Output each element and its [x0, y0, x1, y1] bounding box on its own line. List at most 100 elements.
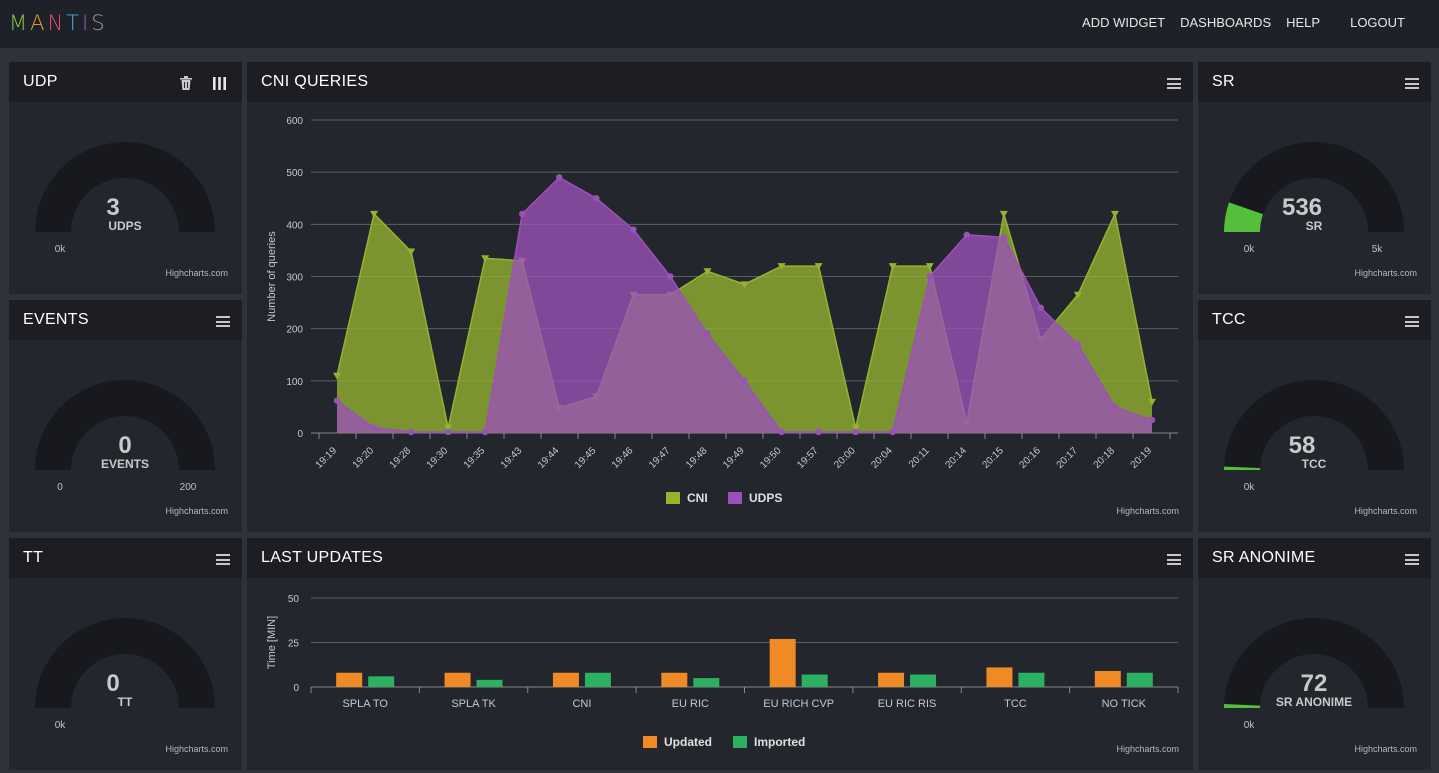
- data-point: [1037, 304, 1045, 311]
- highcharts-credit[interactable]: Highcharts.com: [165, 268, 228, 278]
- top-bar: MANTIS ADD WIDGET DASHBOARDS HELP LOGOUT: [0, 0, 1439, 48]
- highcharts-credit[interactable]: Highcharts.com: [1354, 268, 1417, 278]
- gauge-value: 0: [106, 670, 119, 697]
- x-tick-label: SPLA TO: [342, 698, 388, 710]
- highcharts-credit[interactable]: Highcharts.com: [165, 744, 228, 754]
- add-widget-link[interactable]: ADD WIDGET: [1082, 15, 1166, 30]
- x-tick-label: 20:04: [869, 445, 895, 471]
- tt-gauge: 0TT 0k: [35, 618, 215, 731]
- y-tick-label: 0: [297, 429, 303, 440]
- x-tick-label: 20:18: [1092, 445, 1118, 471]
- gauge-label: TCC: [1302, 457, 1327, 471]
- data-point: [1110, 210, 1119, 218]
- x-tick-label: 19:43: [499, 445, 525, 471]
- columns-icon[interactable]: [213, 77, 226, 90]
- x-tick-label: 20:14: [943, 445, 969, 471]
- logo-letter: A: [30, 11, 48, 35]
- widget-title: CNI QUERIES: [261, 73, 369, 90]
- data-point: [481, 428, 489, 436]
- y-tick-label: 50: [288, 594, 300, 605]
- legend-item: UDPS: [749, 491, 782, 505]
- data-point: [925, 263, 934, 271]
- data-point: [852, 428, 859, 436]
- x-tick-label: 19:20: [351, 445, 377, 471]
- x-tick-label: SPLA TK: [451, 698, 496, 710]
- x-tick-label: 19:30: [425, 445, 451, 471]
- gauge-value: 536: [1282, 194, 1322, 221]
- trash-icon[interactable]: [180, 76, 192, 90]
- highcharts-credit[interactable]: Highcharts.com: [1354, 744, 1417, 754]
- area-udps: [337, 177, 1152, 433]
- widget-sr: SR 536 SR 0k 5k Highcharts.com: [1198, 62, 1431, 294]
- highcharts-credit[interactable]: Highcharts.com: [165, 506, 228, 516]
- widget-title: TT: [23, 549, 44, 566]
- data-point: [481, 255, 490, 263]
- highcharts-credit[interactable]: Highcharts.com: [1116, 744, 1179, 754]
- x-tick-label: 20:15: [980, 445, 1006, 471]
- bar-imported: [693, 678, 720, 687]
- x-tick-label: NO TICK: [1102, 698, 1147, 710]
- menu-icon[interactable]: [1405, 316, 1419, 327]
- data-point: [444, 428, 452, 436]
- bar-imported: [368, 676, 395, 687]
- legend-item: CNI: [687, 491, 708, 505]
- data-point: [333, 397, 341, 404]
- legend-swatch: [666, 492, 680, 504]
- data-point: [888, 263, 897, 271]
- gauge-min-label: 0k: [1244, 482, 1256, 493]
- menu-icon[interactable]: [1405, 78, 1419, 89]
- highcharts-credit[interactable]: Highcharts.com: [1354, 506, 1417, 516]
- x-tick-label: 19:46: [610, 445, 636, 471]
- highcharts-credit[interactable]: Highcharts.com: [1116, 506, 1179, 516]
- widget-header: CNI QUERIES: [247, 62, 1193, 102]
- mantis-logo[interactable]: MANTIS: [9, 11, 108, 35]
- logout-link[interactable]: LOGOUT: [1350, 15, 1405, 30]
- bar-updated: [444, 672, 471, 687]
- widget-title: TCC: [1212, 311, 1246, 328]
- widget-title: SR: [1212, 73, 1235, 90]
- gauge-max-label: 5k: [1372, 244, 1384, 255]
- widget-header: TT: [9, 538, 242, 578]
- x-tick-label: 20:17: [1055, 445, 1081, 471]
- widget-header: SR: [1198, 62, 1431, 102]
- gauge-track: [35, 142, 215, 232]
- widget-tcc: TCC 58 TCC 0k Highcharts.com: [1198, 300, 1431, 532]
- gauge-min-label: 0k: [1244, 244, 1256, 255]
- gauge-value: 58: [1289, 432, 1316, 459]
- bar-imported: [801, 674, 828, 687]
- widget-last-updates: LAST UPDATES 0 25 50 Time [MIN] SPLA TO SPLA …: [247, 538, 1193, 770]
- logo-letter: S: [91, 11, 108, 35]
- data-point: [851, 424, 860, 432]
- gauge-value: 72: [1301, 670, 1328, 697]
- widget-title: LAST UPDATES: [261, 549, 384, 566]
- data-point: [667, 273, 674, 280]
- menu-icon[interactable]: [216, 554, 230, 565]
- data-point: [556, 174, 563, 181]
- data-point: [741, 377, 748, 385]
- menu-icon[interactable]: [216, 316, 230, 327]
- data-point: [963, 231, 970, 238]
- widget-header: SR ANONIME: [1198, 538, 1431, 578]
- widget-header: EVENTS: [9, 300, 242, 340]
- data-point: [407, 428, 415, 436]
- gauge-label: EVENTS: [101, 457, 149, 471]
- menu-icon[interactable]: [1167, 554, 1181, 565]
- gauge-label: SR ANONIME: [1276, 695, 1352, 709]
- gauge-label: TT: [118, 695, 133, 709]
- x-tick-label: 19:28: [388, 445, 414, 471]
- help-link[interactable]: HELP: [1286, 15, 1321, 30]
- menu-icon[interactable]: [1405, 554, 1419, 565]
- gauge-track: [1224, 142, 1404, 232]
- x-tick-label: TCC: [1004, 698, 1027, 710]
- data-point: [630, 226, 637, 233]
- gauge-value: 3: [106, 194, 119, 221]
- widget-title: EVENTS: [23, 311, 89, 328]
- data-point: [1000, 234, 1008, 241]
- widget-tt: TT 0 TT 0k Highcharts.com: [9, 538, 242, 770]
- dashboards-link[interactable]: DASHBOARDS: [1180, 15, 1272, 30]
- menu-icon[interactable]: [1167, 78, 1181, 89]
- bar-updated: [552, 672, 579, 687]
- widget-sr-anonime: SR ANONIME 72 SR ANONIME 0k Highcharts.com: [1198, 538, 1431, 770]
